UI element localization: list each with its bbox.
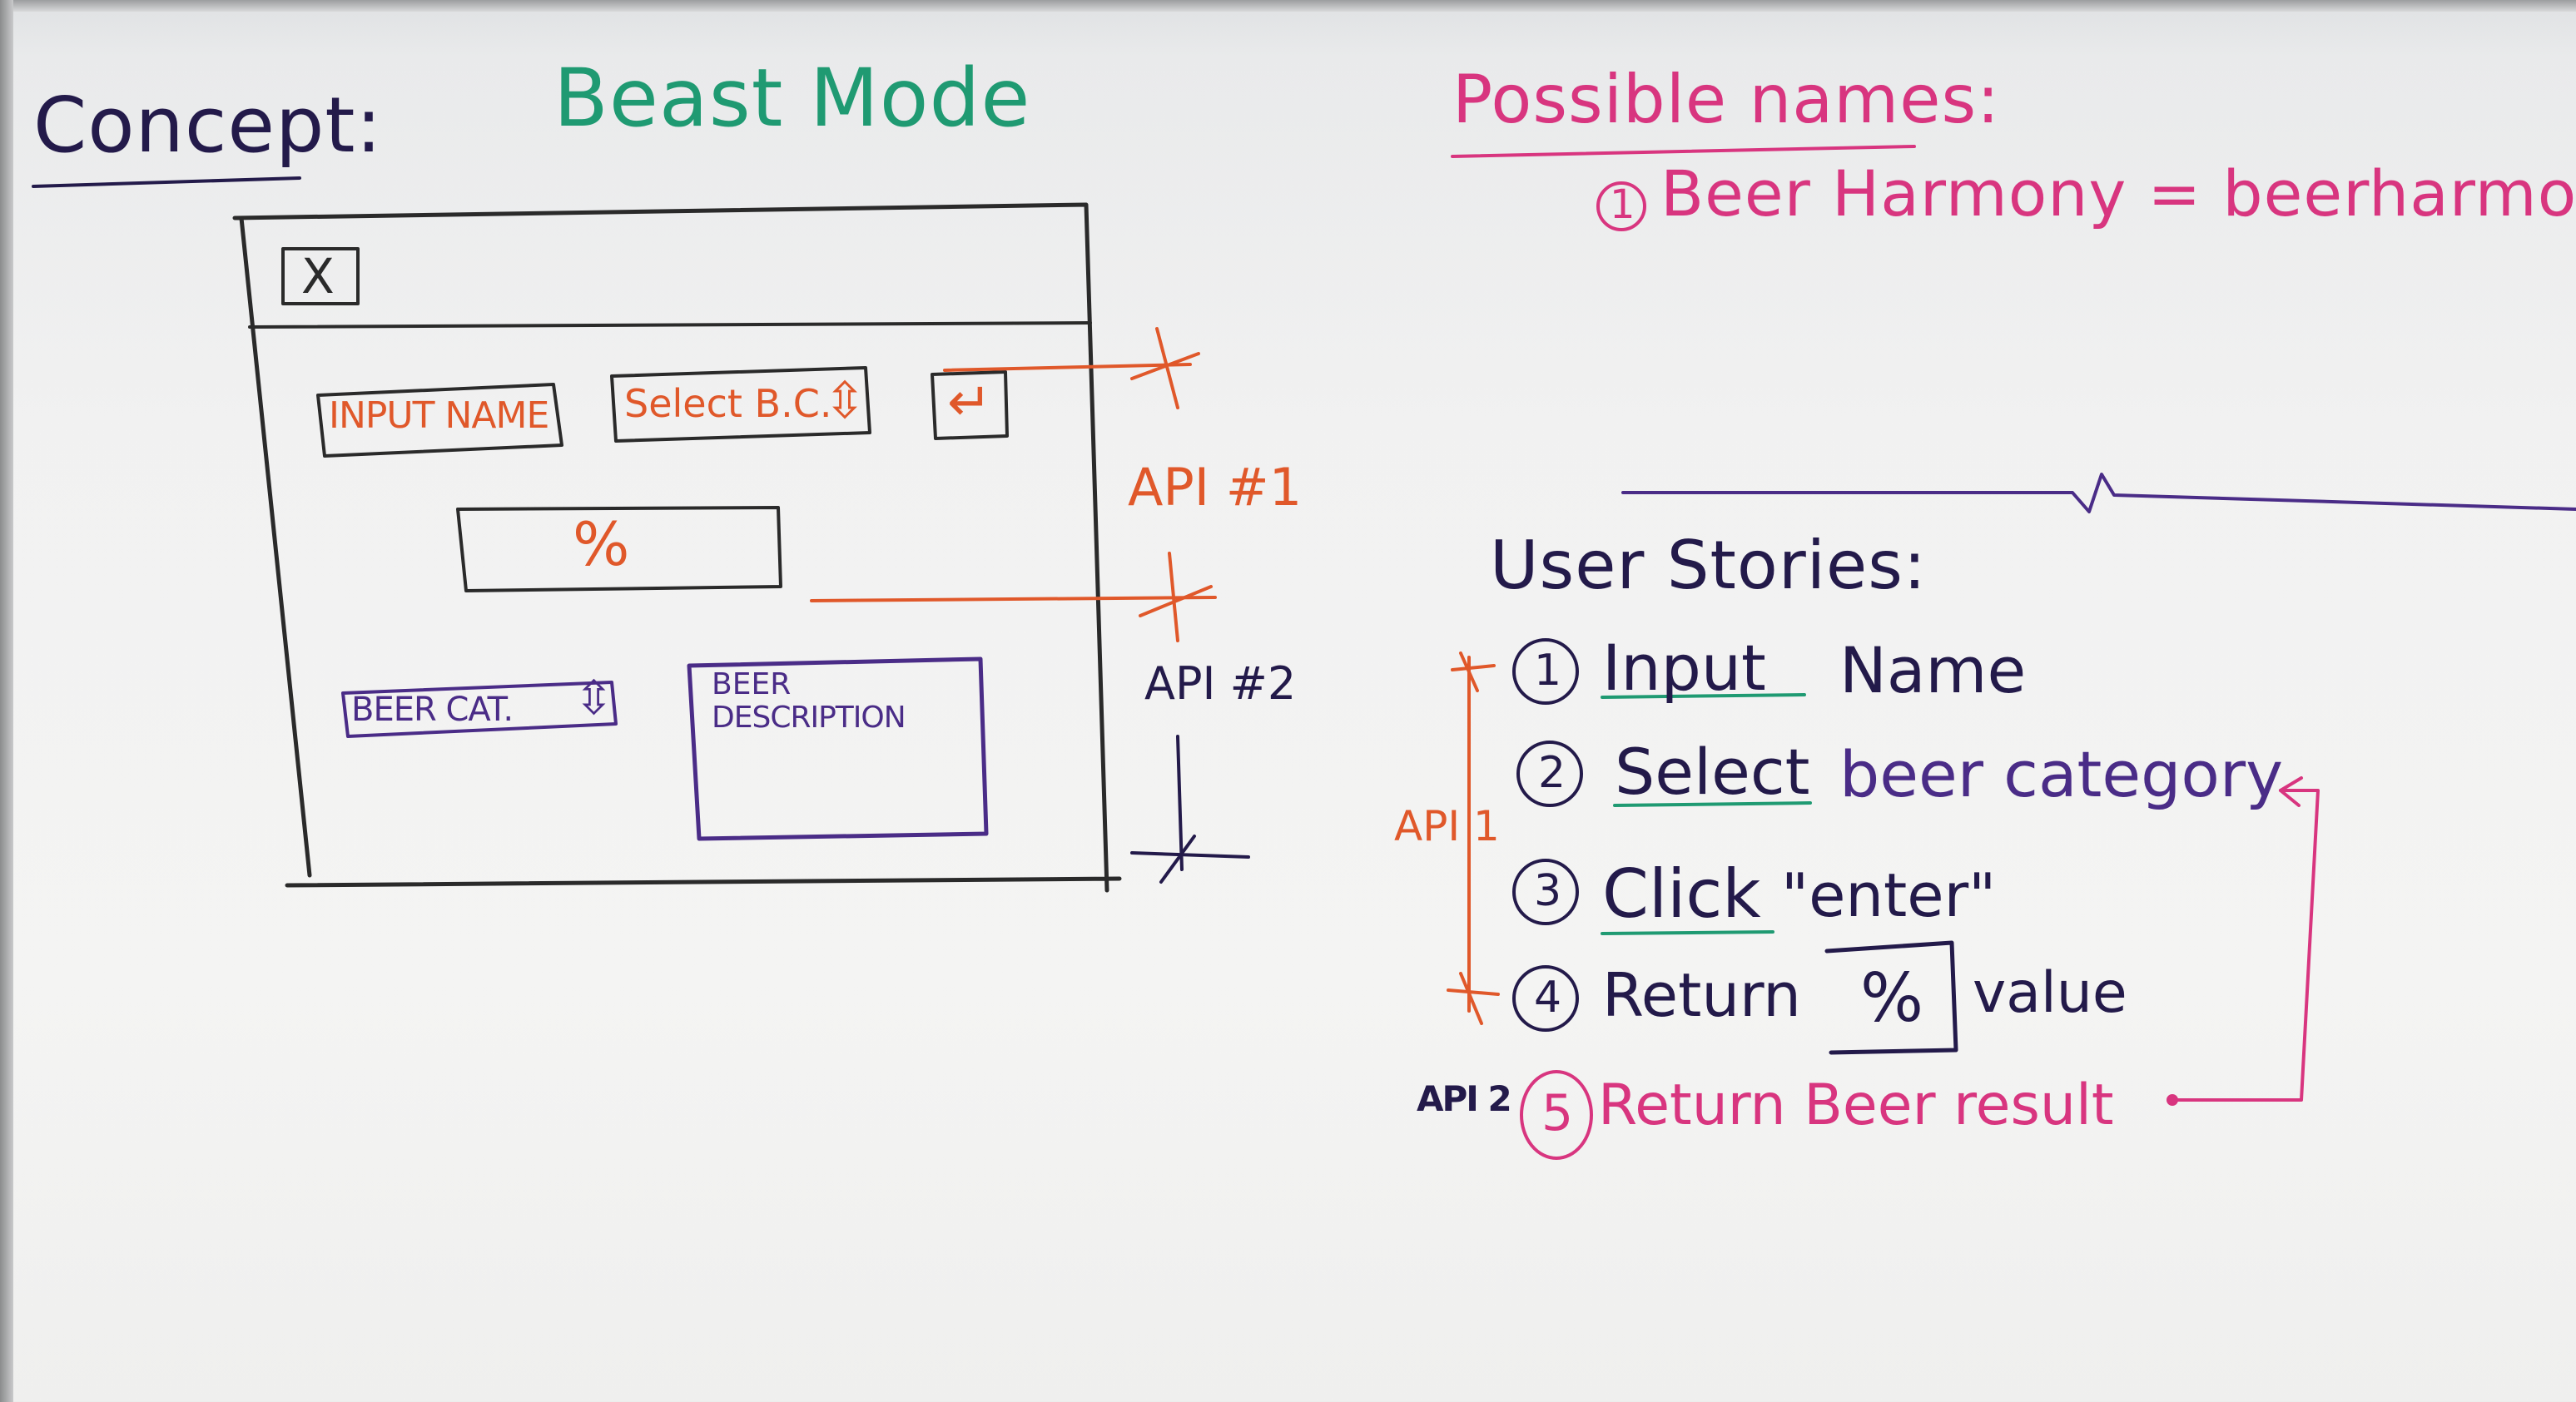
- api1-vertical-top: [1451, 651, 1496, 692]
- select-bc-arrows-icon: ⇳: [824, 372, 866, 430]
- enter-box: [931, 370, 1009, 440]
- story-3-object: "enter": [1781, 860, 1997, 930]
- api-1-label: API #1: [1128, 457, 1303, 518]
- beer-description-label-2: Description: [712, 701, 906, 735]
- story-2-object: beer category: [1839, 737, 2284, 811]
- beer-description-label-1: Beer: [712, 667, 792, 701]
- api-1-side-label: API 1: [1394, 802, 1500, 850]
- api1-vertical-bottom: [1447, 972, 1500, 1025]
- percent-result: %: [573, 509, 630, 579]
- story-4-number: 4: [1534, 973, 1562, 1023]
- return-arrow-head: [2279, 776, 2303, 807]
- story-circle-4: [1512, 965, 1579, 1032]
- story-1-action: Input: [1602, 631, 1766, 705]
- story-circle-2: [1516, 741, 1583, 807]
- select-bc-box: [610, 366, 871, 443]
- mockup-titlebar-divider: [248, 321, 1092, 329]
- api1-top-cross: [1130, 327, 1200, 409]
- story-circle-3: [1512, 859, 1579, 925]
- beast-mode-title: Beast Mode: [553, 52, 1031, 145]
- story-2-number: 2: [1538, 748, 1566, 798]
- story-4-object: value: [1973, 960, 2127, 1026]
- section-divider: [1621, 473, 2576, 513]
- user-stories-heading: User Stories:: [1490, 527, 1927, 604]
- story-1-object: Name: [1839, 633, 2027, 707]
- input-name-box: [316, 383, 563, 458]
- name-1-text: Beer Harmony = beerharmony: [1660, 156, 2576, 230]
- concept-underline: [32, 176, 301, 188]
- beer-cat-dropdown[interactable]: Beer Cat.: [351, 691, 514, 729]
- story-percent-box: [1824, 940, 1958, 1055]
- api2-cross: [1130, 835, 1250, 884]
- return-arrow-dot: [2167, 1094, 2178, 1106]
- input-name-field[interactable]: Input Name: [329, 394, 549, 437]
- api-2-side-label: API 2: [1417, 1078, 1512, 1119]
- story-4-action: Return: [1602, 960, 1801, 1030]
- possible-names-underline: [1451, 145, 1916, 158]
- story-circle-1: [1512, 638, 1579, 705]
- story-2-action: Select: [1615, 735, 1810, 809]
- close-icon[interactable]: X: [301, 248, 335, 305]
- select-bc-dropdown[interactable]: Select B.C.: [624, 381, 832, 426]
- beer-cat-box: [341, 681, 618, 738]
- possible-names-heading: Possible names:: [1452, 61, 2001, 138]
- story-5-number: 5: [1541, 1084, 1574, 1142]
- underline-input: [1601, 693, 1806, 699]
- whiteboard-frame-top: [0, 0, 2576, 12]
- name-1-number: 1: [1610, 181, 1636, 228]
- underline-select: [1613, 801, 1812, 807]
- name-circle-1: [1596, 181, 1646, 231]
- concept-heading: Concept:: [33, 81, 383, 170]
- close-box: [281, 247, 360, 305]
- return-arrow: [2171, 789, 2320, 1102]
- api-2-label: API #2: [1144, 657, 1297, 710]
- story-5-action: Return Beer result: [1598, 1073, 2114, 1138]
- percent-box: [456, 506, 782, 592]
- whiteboard-frame-left: [0, 0, 13, 1402]
- underline-click: [1601, 930, 1774, 935]
- story-4-percent: %: [1860, 959, 1924, 1037]
- api1-top-line: [943, 363, 1192, 372]
- api1-bottom-line: [810, 596, 1217, 602]
- enter-icon[interactable]: ↵: [947, 372, 992, 433]
- story-3-action: Click: [1602, 855, 1761, 933]
- story-circle-5: [1520, 1070, 1593, 1160]
- story-3-number: 3: [1534, 866, 1562, 916]
- api2-line: [1176, 735, 1184, 871]
- story-1-number: 1: [1534, 646, 1562, 696]
- beer-description-box: [687, 656, 989, 841]
- api1-bottom-cross: [1139, 552, 1213, 642]
- beer-cat-arrows-icon: ⇳: [574, 671, 613, 726]
